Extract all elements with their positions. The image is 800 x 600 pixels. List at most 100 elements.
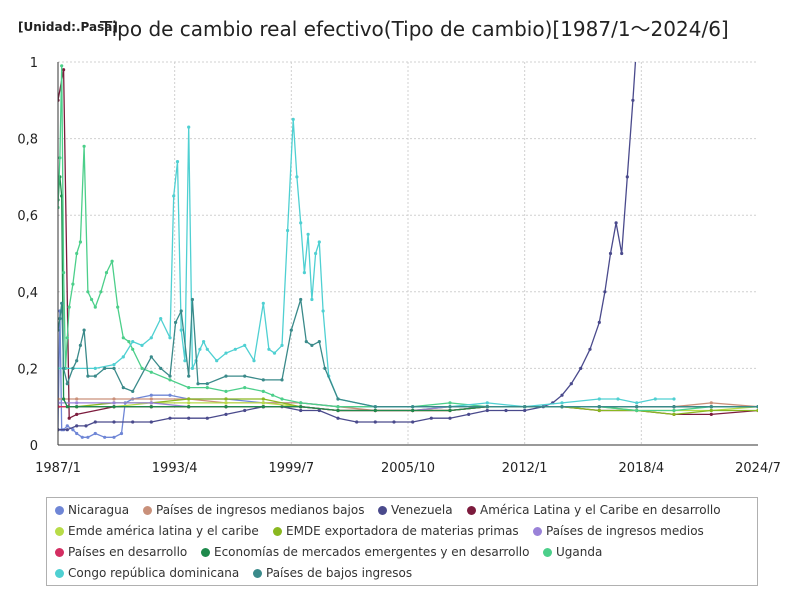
data-point [560,401,564,405]
data-point [174,320,178,324]
data-point [65,336,69,340]
data-point [569,382,573,386]
data-point [112,401,116,405]
data-point [261,397,265,401]
data-point [579,366,583,370]
data-point [86,290,90,294]
data-point [93,366,97,370]
legend-swatch [253,569,262,578]
data-point [131,347,135,351]
data-point [149,393,153,397]
data-point [286,228,290,233]
data-point [190,297,194,302]
data-point [168,416,172,420]
data-point [90,297,94,302]
data-point [233,347,237,351]
data-point [280,397,284,401]
data-point [187,401,191,405]
x-tick-label: 1993/4 [152,461,198,476]
data-point [75,401,79,405]
data-point [485,401,489,405]
data-point [205,386,209,390]
legend-swatch [273,527,282,536]
grid-lines [58,61,758,445]
data-point [560,393,564,397]
data-point [149,355,153,359]
data-point [205,347,209,351]
data-point [756,408,758,413]
data-point [280,343,284,347]
data-point [635,401,639,405]
data-point [597,408,601,413]
data-point [112,397,116,401]
data-point [631,98,635,102]
data-point [224,405,228,409]
y-tick-label: 0 [30,439,38,454]
data-point [179,309,183,313]
data-point [62,397,66,401]
data-point [272,351,277,355]
data-point [168,336,172,340]
y-tick-label: 0,6 [17,209,38,224]
legend-item: América Latina y el Caribe en desarrollo [467,503,721,517]
data-point [58,156,62,160]
data-point [187,374,191,378]
x-tick-label: 2012/1 [502,461,548,476]
data-point [75,397,79,401]
data-point [75,424,79,428]
series-line [58,62,637,431]
data-point [82,144,86,148]
legend-swatch [467,506,476,515]
legend-swatch [543,548,552,557]
legend-item: Congo república dominicana [55,566,239,580]
data-point [243,408,247,413]
data-point [304,340,308,344]
data-point [355,420,359,424]
data-point [121,386,125,390]
data-point [224,389,228,393]
data-point [672,408,676,413]
data-point [709,408,713,413]
series-layer [58,62,758,439]
data-point [104,271,109,275]
series-line [58,298,758,408]
axis-layer: 0 0,2 0,4 0,6 0,8 1 1987/1 1993/4 1999/7 2005/10 2… [17,56,781,476]
data-point [448,416,452,420]
data-point [183,359,187,363]
data-point [267,347,271,351]
data-point [110,259,114,263]
data-point [336,408,340,413]
data-point [310,343,314,347]
data-point [93,420,97,424]
data-point [243,374,247,378]
data-point [140,366,144,370]
data-point [429,416,433,420]
data-point [314,251,318,256]
data-point [299,401,303,405]
data-point [99,290,103,294]
data-point [709,405,713,409]
data-point [75,405,79,409]
data-point [75,251,79,256]
data-point [317,408,321,413]
data-point [86,374,90,378]
data-point [709,401,713,405]
data-point [187,405,191,409]
legend-label: Países de ingresos medios [546,524,704,538]
data-point [93,374,97,378]
data-point [672,412,676,416]
legend: Nicaragua Países de ingresos medianos baj… [46,497,758,586]
data-point [62,68,66,72]
legend-item: EMDE exportadora de materias primas [273,524,519,538]
data-point [60,64,64,68]
data-point [299,297,303,302]
data-point [616,397,620,401]
data-point [84,424,88,428]
legend-item: Países de bajos ingresos [253,566,412,580]
data-point [336,397,340,401]
data-point [603,290,607,294]
data-point [60,301,64,305]
legend-label: Economías de mercados emergentes y en de… [214,545,530,559]
legend-label: EMDE exportadora de materias primas [286,524,519,538]
